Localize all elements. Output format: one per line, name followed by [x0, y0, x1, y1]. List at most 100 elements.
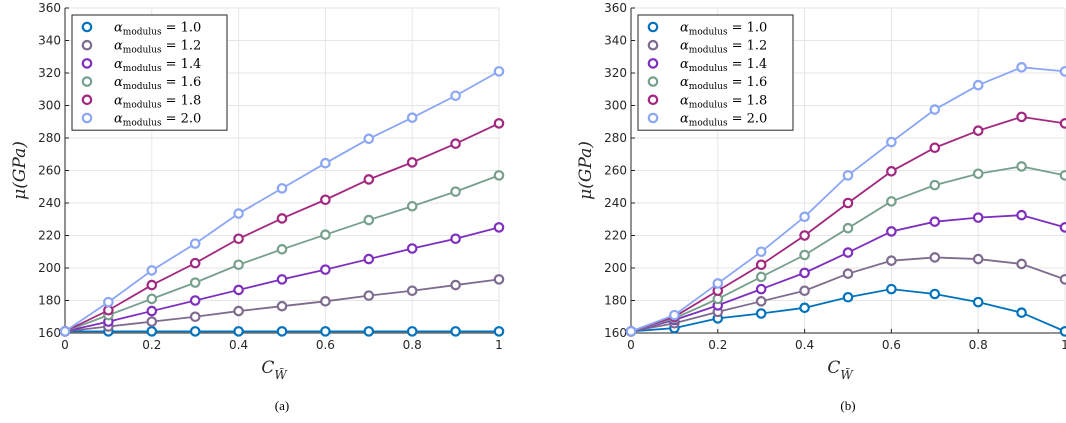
- series-5: [59, 66, 505, 337]
- y-tick-label: 180: [604, 294, 627, 308]
- series-0: [59, 326, 505, 337]
- data-point: [929, 179, 941, 191]
- legend-symbol: α: [114, 21, 123, 36]
- legend-symbol: α: [680, 112, 689, 127]
- data-point: [1016, 307, 1027, 318]
- data-point: [233, 284, 244, 296]
- data-point: [493, 274, 505, 285]
- data-point: [146, 316, 158, 327]
- x-tick-label: 0.6: [882, 338, 901, 352]
- data-point: [450, 279, 461, 291]
- legend-value: = 1.6: [732, 75, 768, 90]
- legend-value: = 1.4: [732, 57, 768, 72]
- legend-marker: [647, 76, 659, 87]
- legend-marker: [81, 58, 93, 69]
- data-point: [1059, 222, 1066, 233]
- legend-marker: [81, 21, 93, 33]
- data-point: [146, 265, 158, 276]
- legend-label: αmodulus = 1.4: [680, 57, 767, 74]
- legend-subscript: modulus: [123, 28, 162, 38]
- data-point: [755, 271, 767, 283]
- chart-panel-b: 160 180 200 220 240 260 280 300 320 340 360 0 0.2 0.4…: [576, 1, 1066, 413]
- y-axis-label: μ(GPa): [10, 141, 30, 200]
- data-point: [1016, 161, 1027, 172]
- legend-label: αmodulus = 1.8: [114, 93, 201, 110]
- x-tick-label: 0.4: [229, 338, 248, 352]
- legend-value: = 1.6: [166, 75, 202, 90]
- x-tick-label: 0.6: [316, 338, 335, 352]
- data-point: [189, 295, 201, 306]
- x-axis-label: CW̃: [827, 358, 854, 382]
- y-tick-label: 200: [38, 261, 61, 275]
- legend-label: αmodulus = 1.8: [680, 93, 767, 110]
- legend-label: αmodulus = 1.6: [680, 75, 767, 92]
- data-point: [363, 290, 375, 301]
- data-point: [450, 90, 461, 102]
- data-point: [493, 66, 505, 77]
- y-axis-label: μ(GPa): [576, 141, 596, 200]
- legend-symbol: α: [680, 57, 689, 72]
- data-point: [886, 283, 897, 295]
- data-point: [320, 157, 331, 169]
- legend-label: αmodulus = 1.0: [114, 21, 201, 38]
- data-point: [320, 229, 331, 240]
- data-point: [276, 183, 288, 194]
- legend-value: = 1.2: [732, 39, 768, 54]
- x-axis-label-main: C: [261, 358, 274, 378]
- legend-box: [637, 14, 794, 131]
- y-tick-label: 340: [38, 34, 61, 48]
- data-point: [842, 291, 854, 303]
- data-point: [972, 253, 984, 265]
- data-point: [493, 222, 505, 233]
- legend-marker: [81, 94, 93, 106]
- legend-subscript: modulus: [123, 82, 162, 92]
- data-point: [276, 274, 288, 285]
- data-point: [189, 311, 201, 323]
- data-point: [886, 226, 897, 237]
- data-point: [320, 194, 331, 206]
- data-point: [972, 79, 984, 91]
- data-point: [276, 244, 288, 255]
- legend-label: αmodulus = 2.0: [114, 112, 201, 129]
- legend-subscript: modulus: [689, 28, 728, 38]
- x-tick-label: 0.4: [795, 338, 814, 352]
- x-axis-label-subscript: W̃: [274, 367, 288, 382]
- y-tick-label: 300: [604, 99, 627, 113]
- legend-subscript: modulus: [123, 100, 162, 110]
- legend-symbol: α: [114, 112, 123, 127]
- data-point: [406, 157, 418, 168]
- y-tick-label: 200: [604, 261, 627, 275]
- data-point: [233, 259, 244, 271]
- legend-subscript: modulus: [689, 119, 728, 129]
- y-tick-label: 240: [38, 196, 61, 210]
- data-point: [189, 277, 201, 288]
- x-axis-label: CW̃: [261, 358, 288, 382]
- legend-subscript: modulus: [689, 64, 728, 74]
- data-point: [493, 170, 505, 181]
- data-point: [972, 296, 984, 308]
- data-point: [755, 259, 767, 271]
- x-tick-label: 0: [61, 338, 69, 352]
- legend-marker: [647, 112, 659, 124]
- legend-symbol: α: [680, 39, 689, 54]
- legend-label: αmodulus = 1.2: [114, 39, 201, 56]
- data-point: [493, 118, 505, 129]
- legend-label: αmodulus = 1.2: [680, 39, 767, 56]
- data-point: [755, 296, 767, 307]
- y-tick-label: 260: [38, 164, 61, 178]
- y-tick-label: 360: [38, 1, 61, 15]
- legend-marker: [647, 94, 659, 106]
- legend-subscript: modulus: [123, 64, 162, 74]
- legend-marker: [81, 112, 93, 124]
- legend-value: = 2.0: [166, 112, 202, 127]
- data-point: [929, 288, 941, 300]
- legend-value: = 1.0: [166, 21, 202, 36]
- data-point: [189, 238, 201, 249]
- data-point: [842, 247, 854, 258]
- data-point: [799, 267, 810, 279]
- panel-caption: (a): [275, 398, 289, 413]
- data-point: [1016, 62, 1027, 73]
- data-point: [59, 326, 71, 337]
- y-tick-label: 300: [38, 99, 61, 113]
